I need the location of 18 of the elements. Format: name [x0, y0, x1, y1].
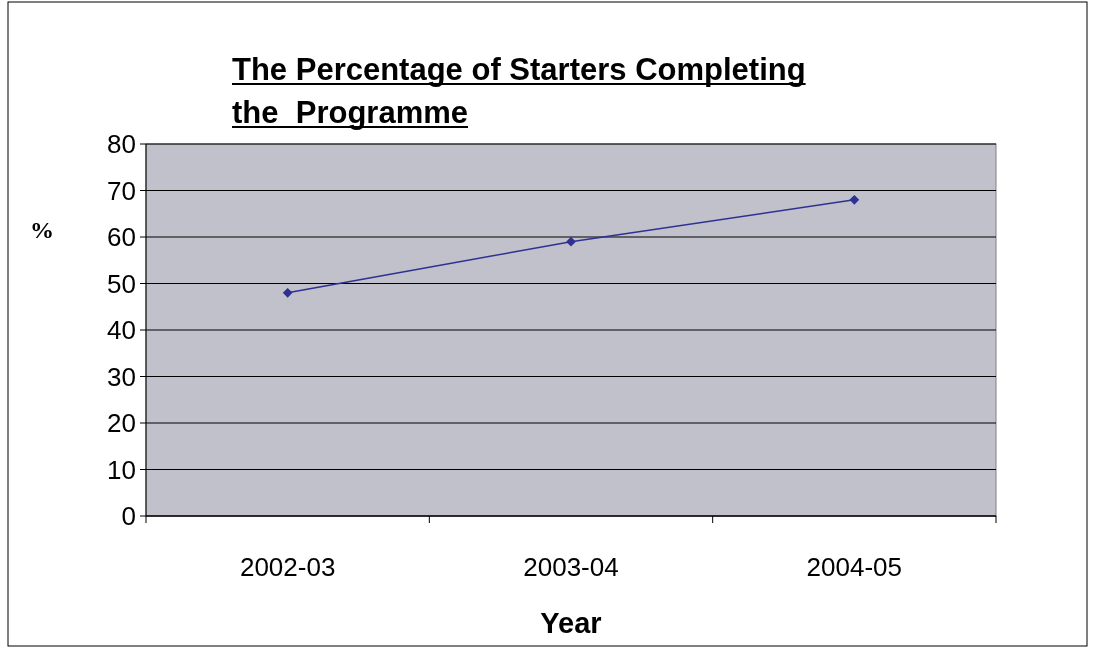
x-tick-label: 2002-03	[239, 552, 336, 582]
y-tick-label: 60	[107, 222, 136, 253]
chart-title: The Percentage of Starters Completing the Programme	[232, 52, 806, 130]
y-tick-label: 50	[107, 268, 136, 299]
y-tick-label: 0	[121, 501, 136, 532]
x-tick-label: 2003-04	[523, 552, 619, 582]
y-tick-label: 80	[107, 129, 136, 160]
y-tick-label: 70	[107, 175, 136, 206]
point	[282, 287, 293, 298]
y-axis-title: %	[30, 217, 54, 243]
point	[849, 194, 860, 205]
x-axis-title: Year	[540, 607, 602, 639]
y-tick-label: 20	[107, 408, 136, 439]
y-tick-label: 10	[107, 454, 136, 485]
y-tick-label: 40	[107, 315, 136, 346]
point	[566, 236, 576, 247]
y-tick-label: 30	[107, 361, 136, 392]
x-tick-label: 2004-05	[806, 552, 903, 582]
